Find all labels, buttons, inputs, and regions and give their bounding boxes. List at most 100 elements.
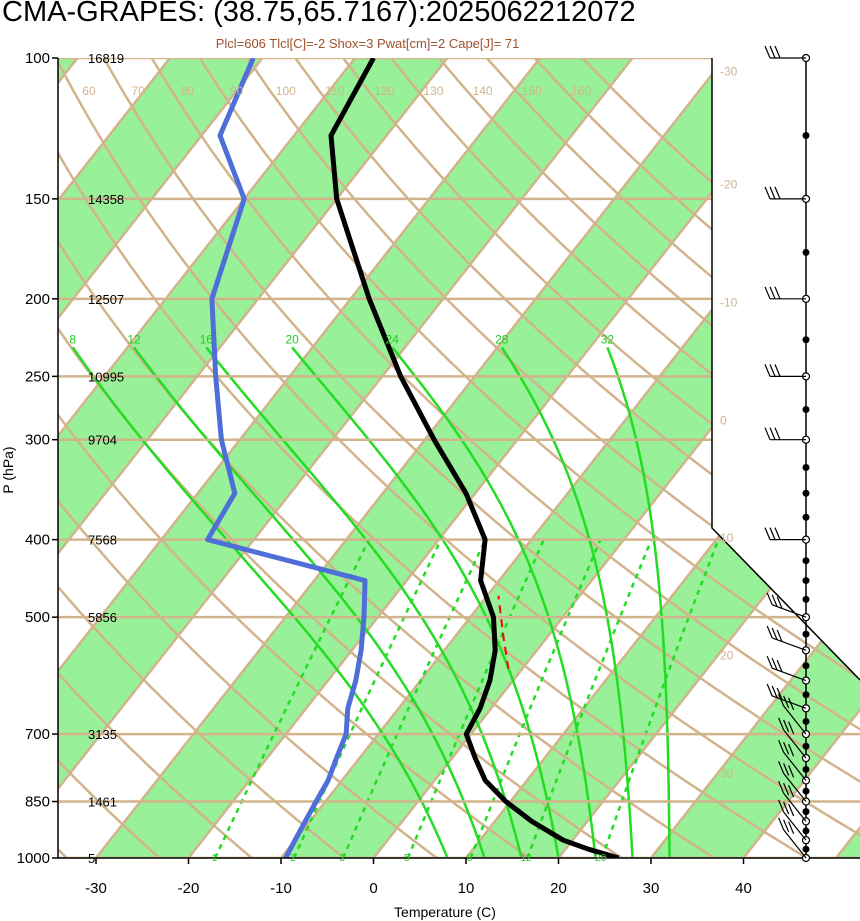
moist-adiabat [500, 346, 634, 858]
y-axis-title: P (hPa) [0, 446, 16, 493]
dewpoint-line [205, 58, 368, 858]
wind-barb-feather [788, 784, 795, 798]
dry-adiabat [58, 58, 860, 858]
level-dot [802, 742, 810, 750]
dry-adiabat-label: 100 [276, 84, 296, 98]
wind-barb-feather [783, 742, 790, 755]
isotherm-label: 10 [720, 531, 734, 545]
sounding-series [205, 58, 620, 858]
moist-adiabat [132, 346, 486, 858]
isotherm-lines [58, 58, 860, 858]
wind-barb-feather [776, 629, 783, 643]
level-dot [802, 577, 810, 585]
height-label: 9704 [88, 433, 117, 448]
isotherm-label: -30 [720, 65, 738, 79]
moist-adiabat [391, 346, 597, 858]
level-dot [802, 662, 810, 670]
temp-tick-label: 10 [458, 880, 475, 897]
moist-adiabat-label: 8 [69, 332, 76, 346]
mixing-ratio-label: 5 [404, 853, 410, 864]
wind-barb-feather [783, 801, 790, 815]
height-label: 5 [88, 851, 95, 866]
height-label: 3135 [88, 727, 117, 742]
height-label: 16819 [88, 51, 124, 66]
dry-adiabat [58, 58, 555, 858]
level-dot [802, 845, 810, 853]
mixing-ratio-label: 3 [339, 853, 345, 864]
temp-tick-label: -10 [270, 880, 292, 897]
dry-adiabat-label: 90 [230, 84, 244, 98]
wind-barb-feather [774, 364, 781, 377]
x-axis-title: Temperature (C) [394, 904, 496, 920]
level-dot [802, 464, 810, 472]
wind-barb-staff [771, 637, 807, 651]
wind-barb-staff [783, 811, 807, 841]
wind-barb-feather [769, 186, 776, 200]
wind-barb-feather [776, 687, 783, 701]
moist-adiabat [291, 346, 560, 858]
chart-subtitle: Plcl=606 Tlcl[C]=-2 Shox=3 Pwat[cm]=2 Ca… [215, 36, 520, 51]
level-dot [802, 248, 810, 256]
dry-adiabat [102, 58, 860, 858]
moist-adiabat-label: 12 [127, 332, 141, 346]
wind-barb-feather [774, 286, 781, 300]
wind-barb-feather [776, 659, 783, 673]
level-dot [802, 405, 810, 413]
temp-tick-label: 30 [643, 880, 660, 897]
isotherm-label: -10 [720, 295, 738, 309]
dry-adiabat [58, 58, 367, 858]
wind-barb-feather [766, 655, 773, 669]
moist-adiabat [606, 346, 671, 858]
isotherm-label: -20 [720, 178, 738, 192]
temperature-line [328, 58, 620, 858]
wind-barb-feather [788, 803, 795, 817]
pressure-tick-label: 850 [25, 794, 50, 811]
wind-barb-staff [783, 705, 807, 735]
isotherm-line [58, 58, 449, 858]
level-dot [802, 630, 810, 638]
moist-adiabat-label: 16 [200, 332, 214, 346]
dry-adiabat-label: 160 [571, 84, 591, 98]
isotherm-line [58, 58, 171, 858]
mixing-ratio-line [213, 539, 371, 858]
mixing-ratio-label: 20 [595, 853, 607, 864]
dry-adiabat [58, 58, 274, 858]
isotherm-line [835, 58, 860, 858]
isotherm-label: 0 [720, 414, 727, 428]
level-dot [802, 827, 810, 835]
wind-barb-feather [764, 45, 771, 59]
height-label: 5856 [88, 610, 117, 625]
pressure-tick-label: 250 [25, 368, 50, 385]
isotherm-label: 20 [720, 648, 734, 662]
level-dot [802, 787, 810, 795]
wind-barb-feather [776, 596, 783, 610]
frame-right [711, 58, 860, 681]
shade-band [836, 58, 860, 858]
height-label: 10995 [88, 369, 124, 384]
dry-adiabat-label: 110 [325, 84, 344, 98]
wind-barb-feather [769, 286, 776, 300]
isotherm-line [58, 58, 264, 858]
wind-barb-feather [778, 799, 785, 813]
dry-adiabat-label: 130 [423, 84, 443, 98]
mixing-ratio-label: 12 [520, 853, 532, 864]
wind-barb-staff [783, 772, 807, 802]
wind-barb-feather [774, 186, 781, 200]
wind-barb-feather [783, 782, 790, 796]
wind-barb-staff [783, 729, 807, 759]
shade-band [58, 58, 448, 858]
wind-barb-feather [788, 697, 795, 711]
parcel-line [497, 595, 510, 669]
wind-barb-feather [778, 761, 785, 774]
isotherm-line [95, 58, 726, 858]
pressure-tick-label: 100 [25, 50, 50, 67]
isotherm-line [557, 58, 860, 858]
level-dot [802, 557, 810, 565]
dry-adiabat [150, 58, 860, 858]
pressure-tick-label: 400 [25, 532, 50, 549]
wind-barb-feather [778, 780, 785, 794]
wind-barb-feather [783, 763, 790, 776]
dry-adiabat [198, 58, 860, 858]
